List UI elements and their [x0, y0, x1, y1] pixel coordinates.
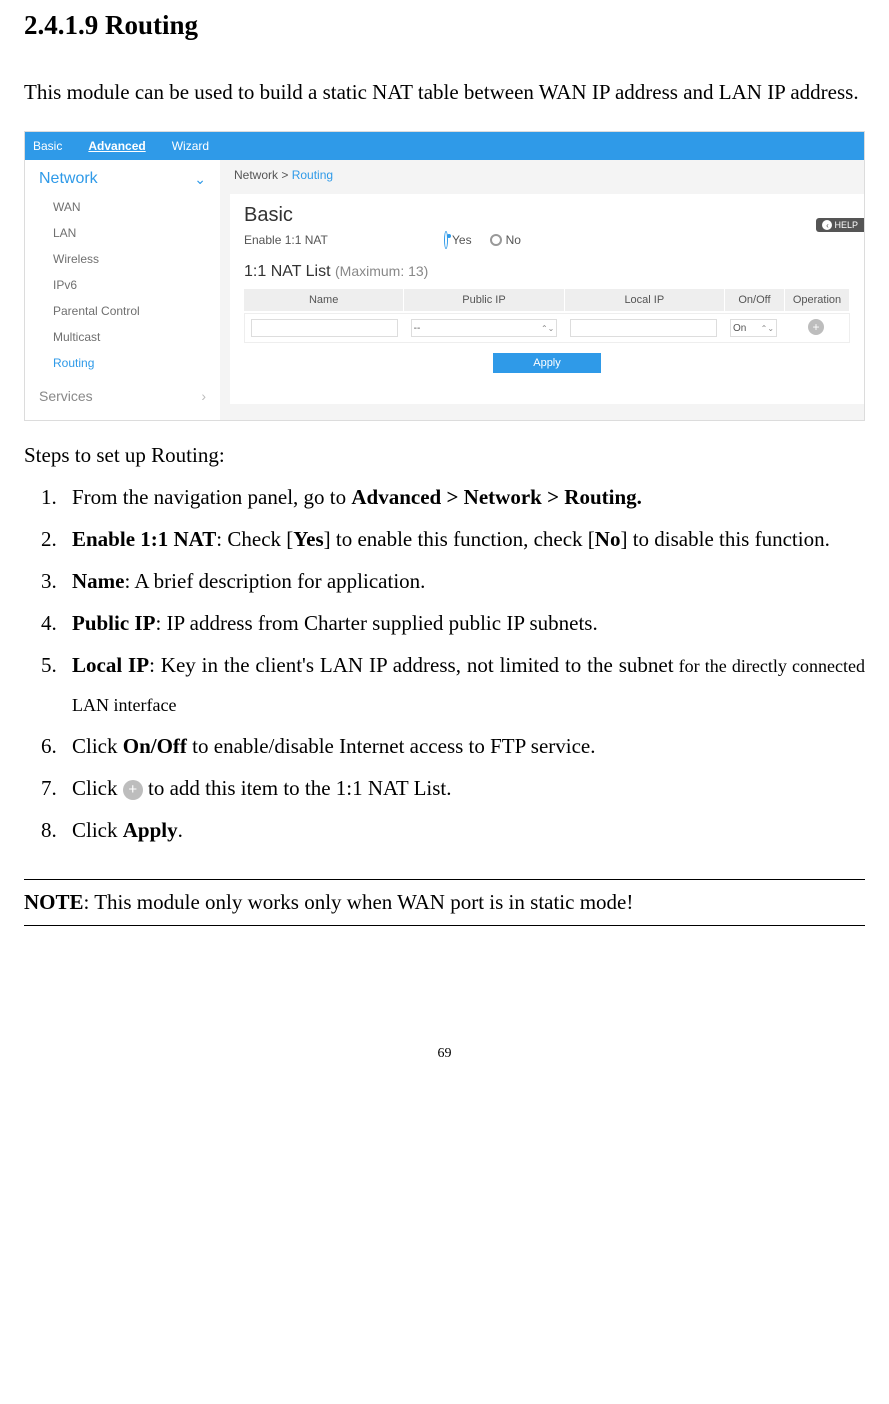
add-row-button[interactable]: + — [808, 319, 824, 335]
step-bold: Apply — [123, 818, 178, 842]
step-bold: Advanced > Network > Routing. — [351, 485, 642, 509]
nat-table: Name Public IP Local IP On/Off Operation… — [244, 289, 850, 343]
settings-panel: Basic Enable 1:1 NAT Yes No 1:1 NAT List… — [230, 194, 864, 404]
note-label: NOTE — [24, 890, 84, 914]
step-text: Click — [72, 734, 123, 758]
note-box: NOTE: This module only works only when W… — [24, 879, 865, 926]
col-onoff: On/Off — [725, 289, 785, 311]
chevron-down-icon: ⌄ — [194, 171, 206, 188]
enable-nat-row: Enable 1:1 NAT Yes No — [244, 231, 850, 249]
sidebar-section-label: Network — [39, 170, 98, 188]
step-7: Click + to add this item to the 1:1 NAT … — [62, 769, 865, 809]
sidebar-item-parental[interactable]: Parental Control — [25, 298, 220, 324]
step-bold: No — [595, 527, 621, 551]
help-button[interactable]: ‹ HELP — [816, 218, 864, 232]
step-bold: Name — [72, 569, 124, 593]
step-text: Click — [72, 776, 123, 800]
help-label: HELP — [834, 220, 858, 230]
steps-intro: Steps to set up Routing: — [24, 443, 865, 468]
breadcrumb-parent: Network > — [234, 168, 292, 182]
sidebar-item-lan[interactable]: LAN — [25, 220, 220, 246]
nat-list-title: 1:1 NAT List — [244, 263, 335, 280]
tab-basic[interactable]: Basic — [33, 139, 62, 153]
chevron-right-icon: › — [201, 388, 206, 404]
sidebar-section-network[interactable]: Network ⌄ — [25, 160, 220, 194]
public-ip-value: -- — [414, 323, 421, 334]
breadcrumb-current: Routing — [292, 168, 333, 182]
nat-list-heading: 1:1 NAT List (Maximum: 13) — [244, 263, 850, 281]
sidebar-item-wireless[interactable]: Wireless — [25, 246, 220, 272]
radio-yes-label: Yes — [452, 233, 472, 247]
plus-icon: + — [123, 780, 143, 800]
sidebar-section-services[interactable]: Services › — [25, 376, 220, 416]
sidebar: Network ⌄ WAN LAN Wireless IPv6 Parental… — [25, 160, 220, 420]
panel-title: Basic — [244, 204, 850, 227]
table-row: -- ⌃⌄ On ⌃⌄ + — [244, 313, 850, 343]
col-local-ip: Local IP — [565, 289, 725, 311]
sidebar-item-routing[interactable]: Routing — [25, 350, 220, 376]
step-4: Public IP: IP address from Charter suppl… — [62, 604, 865, 644]
public-ip-select[interactable]: -- ⌃⌄ — [411, 319, 558, 337]
step-5: Local IP: Key in the client's LAN IP add… — [62, 646, 865, 726]
col-public-ip: Public IP — [404, 289, 564, 311]
breadcrumb: Network > Routing — [220, 160, 864, 190]
step-bold: Public IP — [72, 611, 155, 635]
step-text: : IP address from Charter supplied publi… — [155, 611, 597, 635]
step-text: Click — [72, 818, 123, 842]
step-bold: Enable 1:1 NAT — [72, 527, 216, 551]
step-bold: Local IP — [72, 653, 149, 677]
sidebar-item-ipv6[interactable]: IPv6 — [25, 272, 220, 298]
steps-list: From the navigation panel, go to Advance… — [24, 478, 865, 851]
nat-list-max: (Maximum: 13) — [335, 263, 428, 279]
step-2: Enable 1:1 NAT: Check [Yes] to enable th… — [62, 520, 865, 560]
tab-advanced[interactable]: Advanced — [88, 139, 145, 153]
step-text: From the navigation panel, go to — [72, 485, 351, 509]
step-bold: On/Off — [123, 734, 187, 758]
intro-paragraph: This module can be used to build a stati… — [24, 71, 865, 113]
step-bold: Yes — [293, 527, 323, 551]
step-text: to add this item to the 1:1 NAT List. — [148, 776, 452, 800]
caret-icon: ⌃⌄ — [541, 324, 554, 333]
step-text: . — [178, 818, 183, 842]
step-3: Name: A brief description for applicatio… — [62, 562, 865, 602]
radio-yes[interactable]: Yes — [444, 231, 472, 249]
step-text: ] to enable this function, check [ — [324, 527, 595, 551]
radio-yes-icon — [444, 231, 448, 249]
note-text: : This module only works only when WAN p… — [84, 890, 634, 914]
name-input[interactable] — [251, 319, 398, 337]
local-ip-input[interactable] — [570, 319, 717, 337]
step-text: : Check [ — [216, 527, 293, 551]
col-name: Name — [244, 289, 404, 311]
section-heading: 2.4.1.9 Routing — [24, 10, 865, 41]
page-number: 69 — [24, 1046, 865, 1062]
radio-no[interactable]: No — [490, 233, 521, 247]
col-operation: Operation — [785, 289, 850, 311]
step-text: : Key in the client's LAN IP address, no… — [149, 653, 673, 677]
onoff-value: On — [733, 323, 746, 334]
step-text: to enable/disable Internet access to FTP… — [187, 734, 596, 758]
step-1: From the navigation panel, go to Advance… — [62, 478, 865, 518]
apply-button[interactable]: Apply — [493, 353, 601, 373]
radio-no-icon — [490, 234, 502, 246]
tab-wizard[interactable]: Wizard — [172, 139, 209, 153]
step-6: Click On/Off to enable/disable Internet … — [62, 727, 865, 767]
table-header: Name Public IP Local IP On/Off Operation — [244, 289, 850, 311]
step-8: Click Apply. — [62, 811, 865, 851]
sidebar-item-multicast[interactable]: Multicast — [25, 324, 220, 350]
enable-nat-label: Enable 1:1 NAT — [244, 233, 444, 247]
sidebar-item-wan[interactable]: WAN — [25, 194, 220, 220]
onoff-select[interactable]: On ⌃⌄ — [730, 319, 777, 337]
step-text: ] to disable this function. — [620, 527, 829, 551]
step-text: : A brief description for application. — [124, 569, 425, 593]
caret-icon: ⌃⌄ — [761, 324, 774, 333]
sidebar-services-label: Services — [39, 388, 93, 404]
main-panel: Network > Routing ‹ HELP Basic Enable 1:… — [220, 160, 864, 420]
radio-no-label: No — [506, 233, 521, 247]
router-ui-screenshot: Basic Advanced Wizard Network ⌄ WAN LAN … — [24, 131, 865, 421]
help-chevron-icon: ‹ — [822, 220, 832, 230]
top-tabs: Basic Advanced Wizard — [25, 132, 864, 160]
